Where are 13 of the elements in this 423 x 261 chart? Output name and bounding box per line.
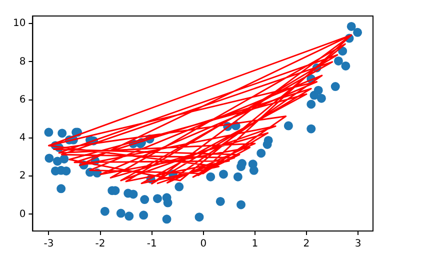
y-tick-label: 8 <box>19 56 26 68</box>
y-tick-label: 6 <box>19 94 26 106</box>
y-tick-label: 4 <box>19 132 26 144</box>
x-tick-label: -2 <box>95 238 106 250</box>
x-tick-label: 3 <box>354 238 362 250</box>
x-tick-label: -3 <box>44 238 54 250</box>
x-tick-label: 2 <box>303 238 310 250</box>
y-tick-label: 2 <box>19 170 26 182</box>
x-tick-label: 0 <box>200 238 207 250</box>
x-tick-label: -1 <box>146 238 157 250</box>
y-tick-label: 0 <box>19 208 26 220</box>
y-tick-label: 10 <box>12 18 26 30</box>
x-tick-label: 1 <box>252 238 258 250</box>
